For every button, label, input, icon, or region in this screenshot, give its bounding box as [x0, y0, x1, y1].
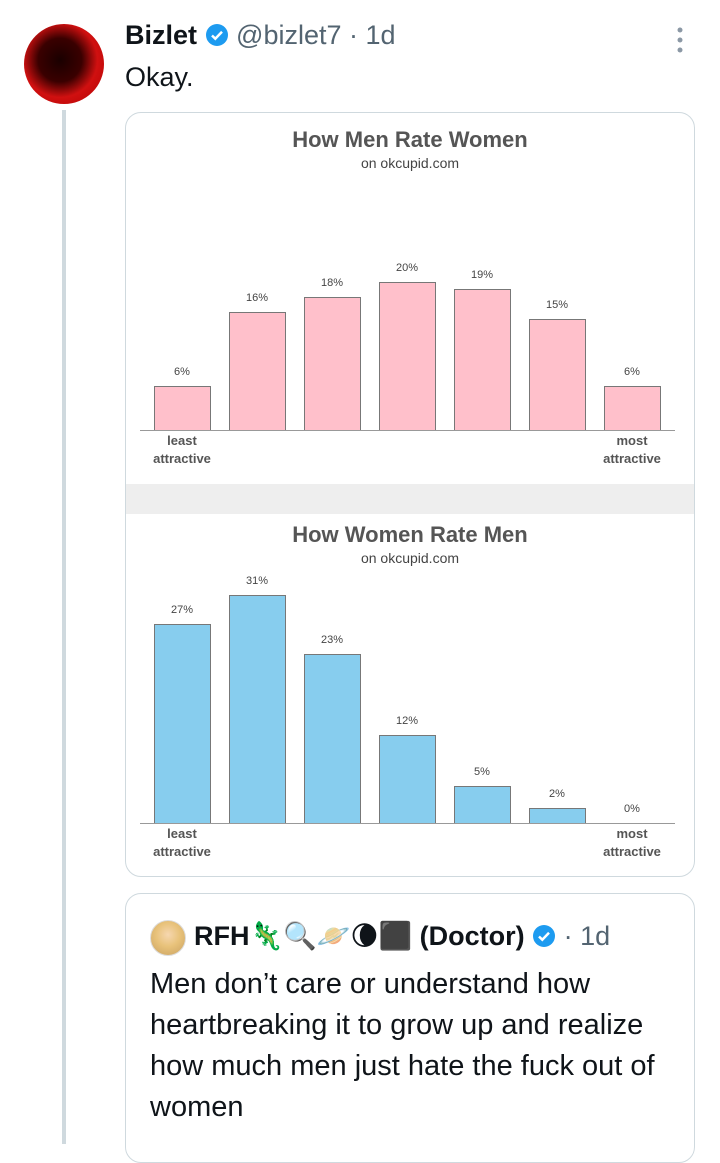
value-label: 5%: [474, 766, 490, 779]
quote-author[interactable]: RFH🦎🔍🪐🌘⬛ (Doctor): [194, 921, 525, 951]
value-label: 19%: [470, 269, 494, 282]
value-label: 6%: [624, 365, 640, 378]
bar: [228, 311, 286, 430]
value-label: 15%: [545, 298, 569, 311]
image-card[interactable]: [125, 112, 695, 877]
thread-line: [62, 110, 66, 1144]
x-tick-label: most attractive: [603, 826, 661, 859]
verified-badge: [205, 24, 228, 46]
chart-title: How Women Rate Men: [292, 522, 528, 547]
value-label: 6%: [174, 365, 190, 378]
author-name[interactable]: Bizlet: [125, 20, 198, 50]
verified-badge: [533, 925, 556, 947]
value-label: 0%: [624, 803, 640, 815]
bar: [603, 385, 661, 430]
value-label: 16%: [245, 291, 269, 304]
chart-separator: [126, 484, 694, 514]
bar: [378, 281, 436, 430]
quote-text: Men don’t care or understand how heartbr…: [150, 968, 655, 1123]
x-tick-label: most attractive: [603, 433, 661, 466]
tweet-time: · 1d: [349, 20, 396, 50]
bar: [303, 296, 361, 430]
value-label: 23%: [320, 633, 344, 646]
tweet-header: Bizlet @bizlet7 · 1d: [125, 20, 396, 51]
value-label: 2%: [549, 788, 565, 801]
author-handle[interactable]: @bizlet7: [236, 20, 342, 50]
value-label: 12%: [395, 714, 419, 727]
x-axis: [140, 823, 675, 824]
bar: [303, 653, 361, 823]
bar: [378, 734, 436, 823]
chart-subtitle: on okcupid.com: [360, 550, 460, 566]
quote-time: · 1d: [563, 921, 611, 951]
bar: [153, 385, 211, 430]
quote-avatar[interactable]: [150, 920, 186, 956]
value-label: 31%: [245, 574, 269, 587]
tweet-text: Okay.: [125, 62, 194, 92]
value-label: 27%: [170, 604, 194, 617]
bar: [453, 289, 511, 430]
x-tick-label: least attractive: [153, 433, 211, 466]
bar: [528, 808, 586, 823]
bar: [153, 624, 211, 823]
x-tick-label: least attractive: [153, 826, 211, 859]
bar: [453, 786, 511, 823]
quote-header: RFH🦎🔍🪐🌘⬛ (Doctor) · 1d: [194, 920, 610, 952]
x-axis: [140, 430, 675, 431]
chart-subtitle: on okcupid.com: [360, 155, 460, 171]
bar: [228, 594, 286, 823]
value-label: 20%: [395, 261, 419, 274]
avatar[interactable]: [24, 24, 104, 104]
chart-title: How Men Rate Women: [292, 127, 528, 152]
more-menu[interactable]: [672, 24, 688, 56]
value-label: 18%: [320, 276, 344, 289]
bar: [528, 318, 586, 430]
